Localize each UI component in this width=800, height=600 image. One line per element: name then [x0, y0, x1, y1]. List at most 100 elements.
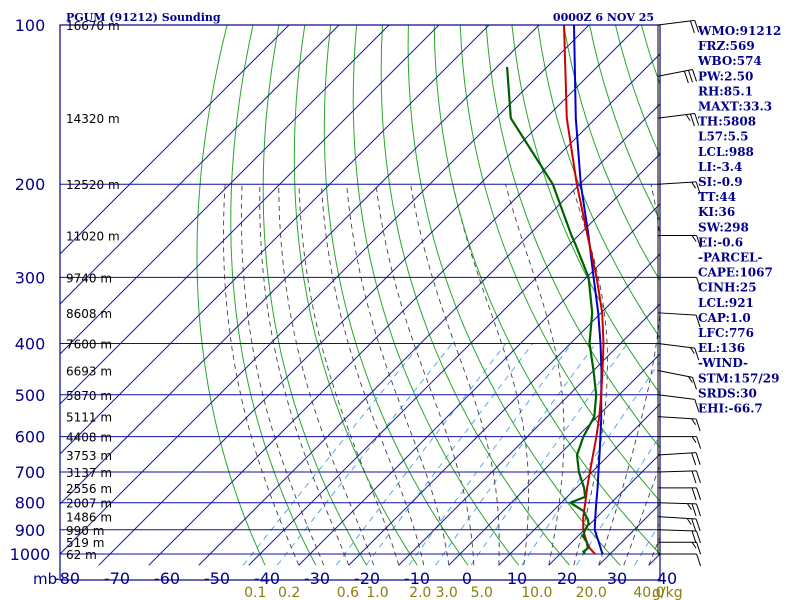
- dry-adiabat-10: [352, 25, 520, 566]
- isotherm--110: [60, 25, 440, 405]
- stat-line: CAP:1.0: [698, 311, 751, 325]
- height-label: 6693 m: [66, 365, 112, 379]
- moist-adiabat--25: [240, 184, 325, 566]
- dry-adiabat-80: [537, 25, 660, 339]
- temperature-label: -70: [104, 569, 130, 588]
- temperature-label: -40: [254, 569, 280, 588]
- stat-line: SW:298: [698, 220, 749, 234]
- dry-adiabat--20: [262, 25, 368, 566]
- isotherm--80: [60, 25, 590, 555]
- pressure-label: 100: [15, 16, 46, 35]
- wind-barb: [657, 470, 701, 484]
- stat-line: TT:44: [698, 190, 736, 204]
- isotherm--10: [398, 303, 660, 566]
- height-label: 7600 m: [66, 337, 112, 351]
- wind-barb: [657, 113, 700, 127]
- stat-line: STM:157/29: [698, 371, 779, 385]
- wind-barb: [657, 370, 697, 390]
- mixing-ratio-line-0.2: [276, 343, 453, 566]
- moist-adiabat-10: [410, 184, 500, 566]
- pressure-label: 800: [15, 494, 46, 513]
- wind-barbs: [657, 19, 702, 567]
- pressure-tick-labels: 100 200 300 400 500 600 700 800 900 1000: [10, 16, 51, 564]
- stat-line: TH:5808: [698, 115, 756, 129]
- isotherm--100: [60, 25, 490, 455]
- moist-adiabat-0: [346, 184, 450, 566]
- mixing-ratio-label: 3.0: [436, 585, 458, 600]
- wind-barb: [658, 553, 702, 567]
- wind-barb: [657, 68, 697, 84]
- mixing-ratio-line-0.6: [335, 343, 507, 566]
- height-label: 519 m: [66, 536, 104, 550]
- height-label: 8608 m: [66, 307, 112, 321]
- stat-line: -WIND-: [698, 356, 748, 370]
- moist-adiabat--30: [223, 184, 300, 566]
- stat-line: SRDS:30: [698, 386, 757, 400]
- stat-line: L57:5.5: [698, 130, 748, 144]
- stat-line: FRZ:569: [698, 39, 755, 53]
- isotherm--120: [60, 25, 390, 355]
- mixing-ratio-label: 20.0: [576, 585, 607, 600]
- wind-barb: [657, 452, 701, 466]
- wind-barb: [658, 276, 702, 290]
- isotherm-0: [448, 353, 660, 566]
- stat-line: KI:36: [698, 205, 735, 219]
- temperature-label: -30: [304, 569, 330, 588]
- pressure-label: 200: [15, 175, 46, 194]
- mixing-ratio-line-20.0: [576, 435, 660, 566]
- height-label: 2007 m: [66, 497, 112, 511]
- mixing-ratio-label: 0.6: [337, 585, 359, 600]
- stat-line: PW:2.50: [698, 69, 753, 83]
- mixing-ratio-line-0.1: [242, 343, 422, 566]
- moist-adiabat--20: [259, 184, 350, 566]
- wind-barb: [657, 394, 700, 412]
- stat-line: WMO:91212: [697, 24, 781, 38]
- dry-adiabat-60: [485, 25, 660, 449]
- moist-adiabat--15: [278, 184, 375, 566]
- dewpoint-line: [506, 66, 598, 555]
- stat-line: -PARCEL-: [698, 251, 763, 265]
- pressure-label: 700: [15, 463, 46, 482]
- wind-barb: [657, 416, 701, 432]
- mixing-ratio-label: 5.0: [471, 585, 493, 600]
- height-label: 62 m: [66, 548, 97, 562]
- moist-adiabat-20: [505, 184, 565, 566]
- isotherm--90: [60, 25, 540, 505]
- wind-barb: [657, 312, 701, 328]
- chart-title: PGUM (91212) Sounding: [66, 11, 221, 24]
- height-label: 12520 m: [66, 178, 120, 192]
- isotherm--130: [60, 25, 340, 305]
- mixing-ratio-label: 1.0: [366, 585, 388, 600]
- height-label: 5111 m: [66, 411, 112, 425]
- temperature-label: 20: [557, 569, 577, 588]
- height-label: 990 m: [66, 524, 104, 538]
- isotherm--20: [348, 253, 660, 566]
- stat-line: SI:-0.9: [698, 175, 743, 189]
- chart-time: 0000Z 6 NOV 25: [553, 11, 654, 24]
- stat-line: EI:-0.6: [698, 235, 743, 249]
- isotherm--70: [98, 25, 640, 566]
- height-label: 11020 m: [66, 230, 120, 244]
- moist-adiabats: [223, 184, 660, 566]
- stat-line: LCL:988: [698, 145, 754, 159]
- wind-barb: [657, 502, 701, 517]
- mixing-ratio-line-10.0: [521, 361, 660, 566]
- wind-barb: [657, 529, 701, 544]
- wind-barb: [658, 487, 702, 501]
- stat-line: EHI:-66.7: [698, 402, 763, 416]
- pressure-label: 500: [15, 386, 46, 405]
- height-label: 16670 m: [66, 19, 120, 33]
- isotherm--60: [148, 53, 660, 566]
- dry-adiabat-90: [563, 25, 660, 282]
- mixing-ratio-label: 0.1: [244, 585, 266, 600]
- mixing-ratio-label: 0.2: [278, 585, 300, 600]
- wind-barb: [657, 19, 700, 34]
- isotherm--50: [198, 103, 660, 566]
- temperature-label: 30: [607, 569, 627, 588]
- pressure-label: 1000: [10, 545, 51, 564]
- pressure-label: 900: [15, 521, 46, 540]
- temperature-tick-labels: -80 -70 -60 -50 -40 -30 -20 -10 0 10 20 30 40: [54, 569, 677, 588]
- mix-unit: g/kg: [652, 585, 683, 600]
